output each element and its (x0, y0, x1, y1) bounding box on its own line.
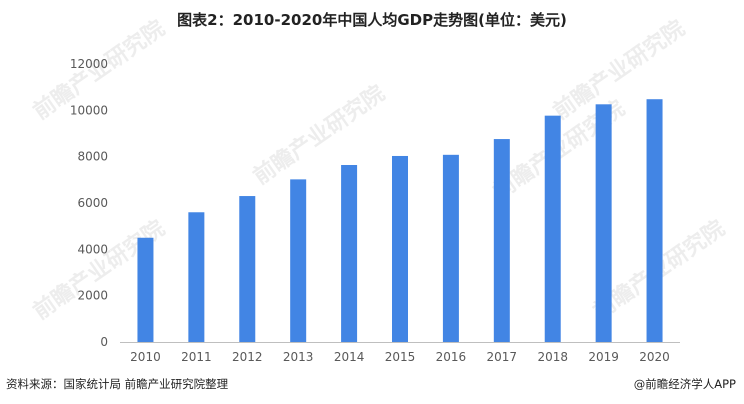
watermarks: 前瞻产业研究院前瞻产业研究院前瞻产业研究院前瞻产业研究院前瞻产业研究院前瞻产业研… (29, 15, 730, 325)
y-tick-label: 8000 (77, 150, 108, 164)
bar-2011 (188, 212, 205, 342)
x-tick-label: 2012 (232, 350, 263, 364)
bar-2018 (544, 115, 561, 342)
x-tick-label: 2020 (639, 350, 670, 364)
bar-2015 (392, 155, 408, 342)
x-tick-label: 2014 (334, 350, 365, 364)
bar-2016 (442, 154, 459, 342)
chart-title: 图表2：2010-2020年中国人均GDP走势图(单位：美元) (177, 11, 567, 29)
bar-2020 (646, 99, 663, 342)
watermark-text: 前瞻产业研究院 (249, 80, 390, 190)
y-tick-label: 4000 (77, 242, 108, 256)
y-tick-label: 6000 (77, 196, 108, 210)
y-axis-ticks: 0 2000 4000 6000 8000 10000 12000 (70, 57, 108, 349)
x-tick-label: 2016 (436, 350, 467, 364)
bar-2014 (341, 165, 358, 342)
x-tick-label: 2019 (588, 350, 619, 364)
x-tick-label: 2011 (181, 350, 212, 364)
bar-2013 (290, 179, 307, 342)
x-axis-ticks: 2010 2011 2012 2013 2014 2015 2016 2017 2018 2019… (130, 350, 670, 364)
x-tick-label: 2018 (537, 350, 568, 364)
x-tick-label: 2017 (487, 350, 518, 364)
x-tick-label: 2010 (130, 350, 161, 364)
bar-2019 (595, 104, 612, 342)
x-tick-label: 2013 (283, 350, 314, 364)
y-tick-label: 12000 (70, 57, 108, 71)
bar-chart: 前瞻产业研究院前瞻产业研究院前瞻产业研究院前瞻产业研究院前瞻产业研究院前瞻产业研… (29, 15, 730, 364)
y-tick-label: 0 (100, 335, 108, 349)
bar-2010 (137, 237, 154, 342)
brand-credit: @前瞻经济学人APP (633, 377, 736, 391)
y-tick-label: 10000 (70, 103, 108, 117)
bar-2017 (493, 139, 510, 342)
x-tick-label: 2015 (385, 350, 416, 364)
y-tick-label: 2000 (77, 289, 108, 303)
source-note: 资料来源：国家统计局 前瞻产业研究院整理 (6, 377, 229, 391)
bars (137, 99, 663, 342)
bar-2012 (239, 196, 256, 342)
